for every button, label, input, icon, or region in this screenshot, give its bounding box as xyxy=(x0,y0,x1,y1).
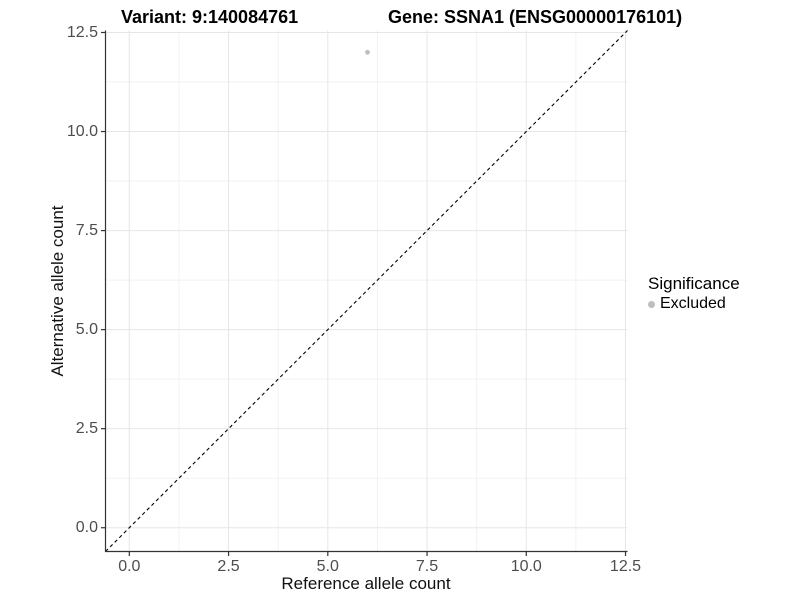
x-tick-label: 0.0 xyxy=(118,557,141,575)
data-point xyxy=(365,49,370,55)
x-tick-label: 5.0 xyxy=(316,557,339,575)
y-tick-label: 2.5 xyxy=(75,420,98,438)
y-tick-label: 5.0 xyxy=(75,321,98,339)
plot-title-variant: Variant: 9:140084761 xyxy=(121,7,299,27)
plot-title-gene: Gene: SSNA1 (ENSG00000176101) xyxy=(388,7,683,27)
x-tick-label: 10.0 xyxy=(510,557,542,575)
legend: Significance Excluded xyxy=(648,274,740,313)
panel-background xyxy=(105,30,628,552)
legend-point-icon xyxy=(648,300,655,308)
legend-title: Significance xyxy=(648,274,740,293)
y-axis-label: Alternative allele count xyxy=(48,205,67,377)
x-axis-label: Reference allele count xyxy=(281,574,451,593)
y-tick-label: 7.5 xyxy=(75,222,98,240)
x-tick-label: 2.5 xyxy=(217,557,240,575)
x-tick-label: 7.5 xyxy=(415,557,439,575)
legend-item-excluded: Excluded xyxy=(648,295,740,313)
y-tick-label: 12.5 xyxy=(66,23,98,41)
x-tick-label: 12.5 xyxy=(609,557,642,575)
y-tick-label: 0.0 xyxy=(75,519,98,537)
y-tick-label: 10.0 xyxy=(66,123,98,141)
legend-item-label: Excluded xyxy=(660,295,726,312)
